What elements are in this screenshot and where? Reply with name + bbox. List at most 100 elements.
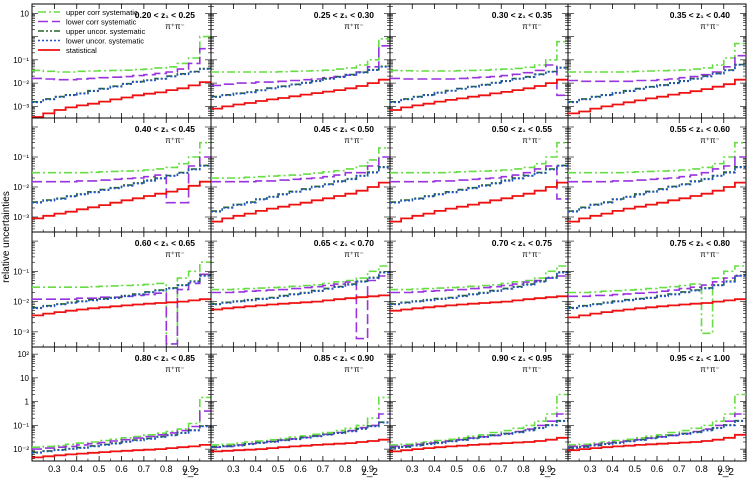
x-tick-label: 0.8 xyxy=(517,464,530,474)
panel-frame xyxy=(567,117,747,233)
x-tick-label: 0.6 xyxy=(473,464,486,474)
panel-6: 0.50 < z₁ < 0.55 π⁺π⁻ xyxy=(389,117,569,233)
series-group xyxy=(211,265,390,340)
x-tick-label: 0.9 xyxy=(182,464,195,474)
y-tick-label: 10 xyxy=(20,374,29,383)
panel-process-label: π⁺π⁻ xyxy=(344,22,363,31)
series-corr_low xyxy=(568,275,746,298)
series-uncor_low xyxy=(390,165,568,204)
series-stat xyxy=(211,181,390,223)
panel-frame xyxy=(389,346,569,462)
series-uncor_low xyxy=(211,421,390,448)
x-tick-label: 0.3 xyxy=(227,464,240,474)
x-axis-label: z_2 xyxy=(183,467,200,478)
panel-z1-label: 0.30 < z₁ < 0.35 xyxy=(492,10,552,20)
series-corr_low xyxy=(568,156,746,183)
series-group xyxy=(32,141,211,220)
y-tick-label: 10⁻³ xyxy=(13,213,29,222)
panel-process-label: π⁺π⁻ xyxy=(700,136,719,145)
y-tick-label: 10⁻³ xyxy=(13,328,29,337)
series-uncor_low xyxy=(32,425,211,454)
x-tick-label: 0.7 xyxy=(673,464,686,474)
series-corr_up xyxy=(390,265,568,291)
series-uncor_low xyxy=(568,275,746,310)
series-corr_low xyxy=(32,156,211,204)
series-group xyxy=(390,40,568,111)
x-tick-label: 0.3 xyxy=(406,464,419,474)
x-tick-label: 0.4 xyxy=(70,464,83,474)
y-tick-label: 10⁻² xyxy=(13,79,29,88)
y-tick-label: 10⁻² xyxy=(13,183,29,192)
series-group xyxy=(568,265,746,335)
series-corr_up xyxy=(211,147,390,179)
x-tick-label: 0.7 xyxy=(317,464,330,474)
series-stat xyxy=(568,78,746,115)
series-group xyxy=(211,396,390,453)
y-tick-label: 10² xyxy=(17,350,29,359)
series-group xyxy=(390,393,568,453)
series-corr_low xyxy=(32,47,211,81)
x-tick-label: 0.5 xyxy=(93,464,106,474)
series-group xyxy=(390,265,568,312)
series-stat xyxy=(390,181,568,223)
series-uncor_low xyxy=(390,420,568,449)
x-axis-label: z_2 xyxy=(540,467,557,478)
y-tick-label: 10 xyxy=(20,9,29,18)
x-tick-label: 0.3 xyxy=(48,464,61,474)
series-uncor_low xyxy=(32,68,211,104)
series-stat xyxy=(32,180,211,220)
series-group xyxy=(211,147,390,223)
panel-z1-label: 0.40 < z₁ < 0.45 xyxy=(135,124,195,134)
panel-1: 0.25 < z₁ < 0.30 π⁺π⁻ xyxy=(210,3,391,119)
series-corr_low xyxy=(390,165,568,200)
series-uncor_low xyxy=(211,271,390,306)
x-tick-label: 0.3 xyxy=(584,464,597,474)
panel-3: 0.35 < z₁ < 0.40 π⁺π⁻ xyxy=(567,3,747,119)
legend-entry: lower corr systematic xyxy=(66,18,137,27)
series-uncor_low xyxy=(390,271,568,306)
panel-process-label: π⁺π⁻ xyxy=(700,250,719,259)
x-axis-label: z_2 xyxy=(362,467,379,478)
x-tick-label: 0.9 xyxy=(539,464,552,474)
panel-8: 10⁻¹ 10⁻² 10⁻³ 0.60 < z₁ < 0.65 π⁺π⁻ xyxy=(13,231,212,348)
panel-frame xyxy=(567,346,747,462)
x-tick-label: 0.4 xyxy=(249,464,262,474)
panel-0: 10 10⁻¹ 10⁻² 10⁻³ 0.20 < z₁ < 0.25 π⁺π⁻ xyxy=(13,3,212,119)
panel-z1-label: 0.85 < z₁ < 0.90 xyxy=(314,353,374,363)
series-corr_low xyxy=(211,156,390,183)
series-stat xyxy=(568,181,746,223)
series-uncor_low xyxy=(211,166,390,213)
x-tick-label: 0.4 xyxy=(606,464,619,474)
panel-z1-label: 0.65 < z₁ < 0.70 xyxy=(314,238,374,248)
legend-entry: statistical xyxy=(66,46,97,55)
x-tick-label: 0.5 xyxy=(272,464,285,474)
x-tick-label: 0.8 xyxy=(695,464,708,474)
series-stat xyxy=(390,436,568,453)
series-stat xyxy=(568,298,746,319)
series-stat xyxy=(211,438,390,453)
series-group xyxy=(568,393,746,452)
x-tick-label: 0.9 xyxy=(717,464,730,474)
panel-15: 0.3 0.4 0.5 0.6 0.7 0.8 0.9z_2 0.95 < z₁ < 1.00… xyxy=(567,346,747,478)
series-uncor_low xyxy=(568,64,746,104)
panel-z1-label: 0.60 < z₁ < 0.65 xyxy=(135,238,195,248)
series-uncor_low xyxy=(32,165,211,204)
series-corr_up xyxy=(390,40,568,72)
series-group xyxy=(568,42,746,115)
y-tick-label: 10⁻¹ xyxy=(13,153,29,162)
panel-9: 0.65 < z₁ < 0.70 π⁺π⁻ xyxy=(210,231,391,348)
series-stat xyxy=(211,78,390,110)
series-group xyxy=(32,396,211,459)
x-tick-label: 0.8 xyxy=(160,464,173,474)
series-stat xyxy=(32,298,211,317)
panel-z1-label: 0.45 < z₁ < 0.50 xyxy=(314,124,374,134)
panel-process-label: π⁺π⁻ xyxy=(700,22,719,31)
panel-z1-label: 0.90 < z₁ < 0.95 xyxy=(492,353,552,363)
series-corr_low xyxy=(32,410,211,450)
panel-z1-label: 0.25 < z₁ < 0.30 xyxy=(314,10,374,20)
panel-11: 0.75 < z₁ < 0.80 π⁺π⁻ xyxy=(567,231,747,348)
series-corr_up xyxy=(568,141,746,174)
legend-entry: upper corr systematic xyxy=(66,8,138,17)
